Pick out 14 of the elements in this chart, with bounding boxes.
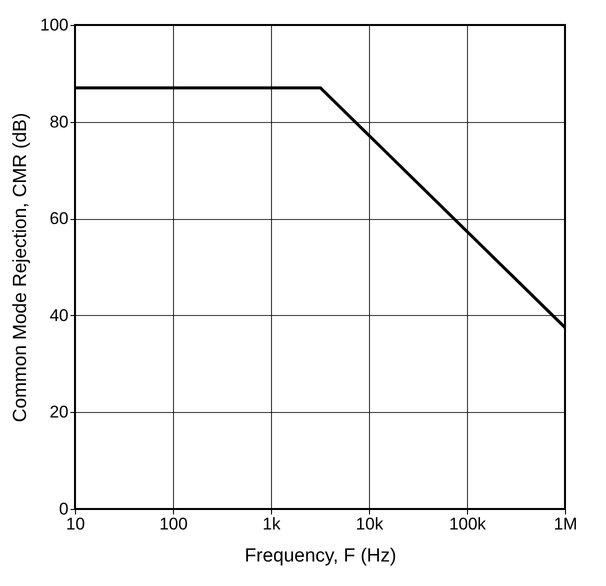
x-tick-label: 10k: [356, 514, 384, 534]
x-tick-label: 100: [159, 514, 188, 534]
y-tick-label: 80: [50, 112, 68, 132]
x-tick-label: 100k: [449, 514, 486, 534]
y-tick-label: 40: [50, 306, 68, 325]
y-tick-label: 20: [50, 402, 68, 422]
y-tick-label: 0: [59, 500, 68, 518]
y-tick-label: 100: [40, 16, 68, 34]
x-axis-title: Frequency, F (Hz): [244, 546, 396, 566]
y-axis-title: Common Mode Rejection, CMR (dB): [10, 112, 32, 422]
x-tick-label: 1M: [554, 514, 578, 534]
y-tick-label: 60: [50, 209, 68, 228]
x-tick-label: 1k: [262, 514, 281, 534]
x-tick-label: 10: [66, 514, 85, 534]
